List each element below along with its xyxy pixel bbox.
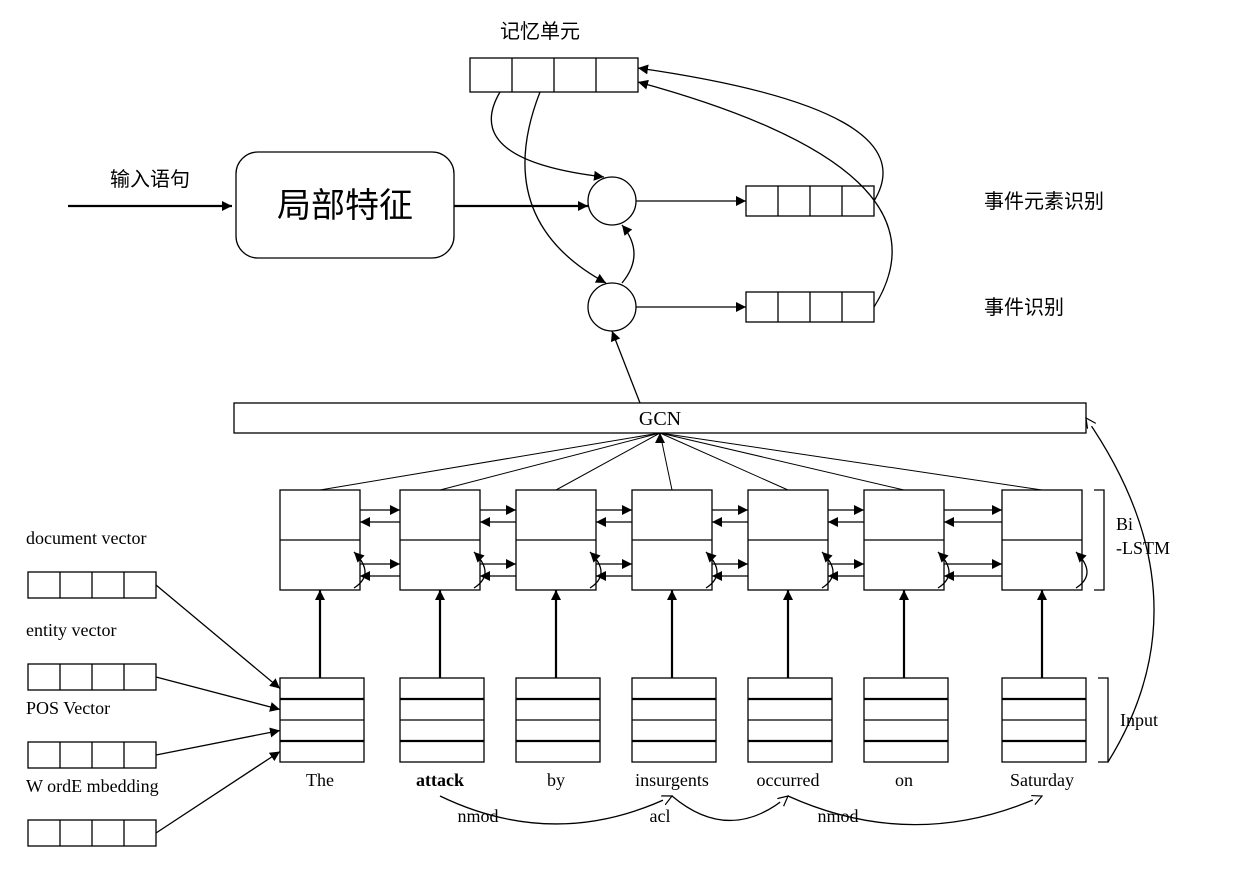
input-bracket: [1098, 678, 1108, 762]
elem-recog-label: 事件元素识别: [984, 190, 1104, 213]
dep-arc-1: [672, 796, 788, 820]
lstm-label: -LSTM: [1116, 538, 1170, 558]
dep-label-0: nmod: [457, 806, 498, 826]
input-label: Input: [1120, 710, 1158, 730]
lstm-to-gcn-3: [660, 433, 672, 490]
word-2: by: [547, 770, 565, 790]
pos_vec-arrow: [156, 731, 280, 756]
lstm-to-gcn-6: [660, 433, 1042, 490]
bilstm-bracket: [1094, 490, 1104, 590]
gate-circle-bot: [588, 283, 636, 331]
lstm-to-gcn-1: [440, 433, 660, 490]
ent_vec-arrow: [156, 677, 280, 710]
word-5: on: [895, 770, 913, 790]
doc_vec-label: document vector: [26, 528, 146, 548]
mem-to-ct: [491, 92, 604, 177]
local-feature-label: 局部特征: [277, 187, 413, 225]
dep-label-1: acl: [650, 806, 671, 826]
ent_vec-label: entity vector: [26, 620, 116, 640]
word-0: The: [306, 770, 334, 790]
dep-label-2: nmod: [817, 806, 858, 826]
word_emb-arrow: [156, 752, 280, 834]
lstm-to-gcn-5: [660, 433, 904, 490]
memory-unit-label: 记忆单元: [500, 20, 580, 43]
gcn-to-cb: [612, 331, 640, 403]
gate-circle-top: [588, 177, 636, 225]
word-6: Saturday: [1010, 770, 1074, 790]
cb-to-ct: [622, 225, 634, 283]
gcn-label: GCN: [639, 408, 681, 430]
word_emb-label: W ordE mbedding: [26, 776, 159, 796]
event-recog-label: 事件识别: [984, 296, 1064, 319]
bi-label: Bi: [1116, 514, 1133, 534]
word-3: insurgents: [635, 770, 709, 790]
input-sentence-label: 输入语句: [110, 168, 190, 191]
doc_vec-arrow: [156, 585, 280, 689]
outtop-to-mem: [638, 68, 883, 201]
word-4: occurred: [757, 770, 820, 790]
word-1: attack: [416, 770, 464, 790]
pos_vec-label: POS Vector: [26, 698, 110, 718]
lstm-to-gcn-4: [660, 433, 788, 490]
